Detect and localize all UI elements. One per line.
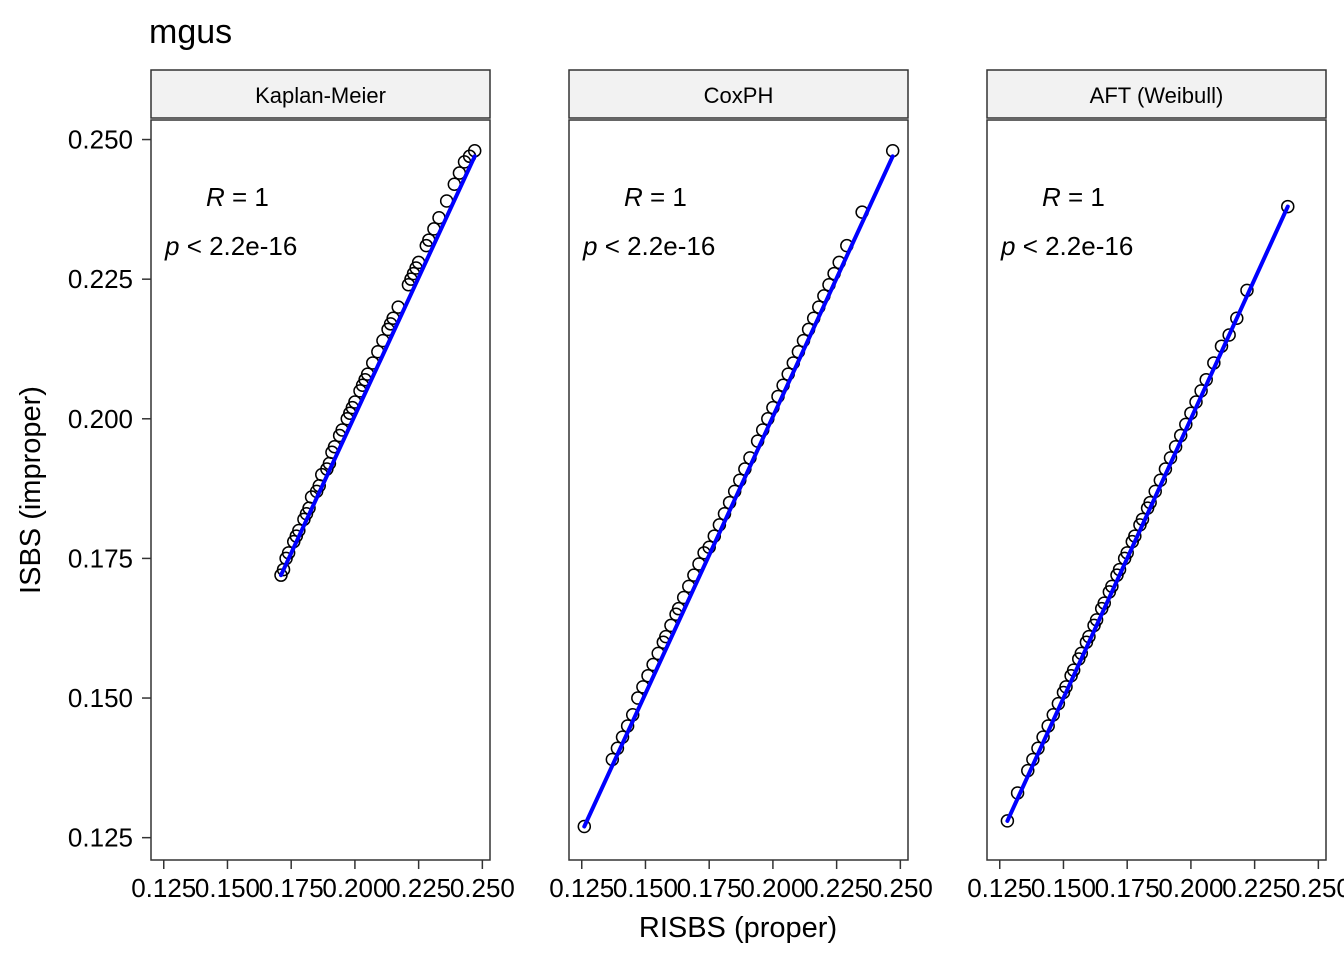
p-value: < 2.2e-16	[1015, 231, 1133, 261]
panel-border	[986, 119, 1327, 861]
x-tick-label: 0.175	[259, 873, 324, 903]
data-point	[1230, 311, 1244, 326]
x-tick-label: 0.250	[1286, 873, 1344, 903]
facet-strip	[150, 69, 491, 119]
x-tick-label: 0.175	[677, 873, 742, 903]
x-tick-label: 0.200	[322, 873, 387, 903]
x-tick-label: 0.200	[740, 873, 805, 903]
x-tick-label: 0.150	[613, 873, 678, 903]
chart-title: mgus	[149, 13, 232, 51]
regression-line	[1005, 204, 1290, 823]
p-value-label: p < 2.2e-16	[1000, 231, 1133, 261]
y-tick-label: 0.175	[68, 543, 133, 573]
x-tick-label: 0.150	[1031, 873, 1096, 903]
r-symbol: R	[624, 182, 643, 212]
p-value: < 2.2e-16	[179, 231, 297, 261]
data-point	[1281, 199, 1295, 214]
y-axis-label: ISBS (improper)	[15, 386, 47, 594]
data-point	[1000, 814, 1015, 828]
y-tick-label: 0.250	[68, 125, 133, 155]
correlation-label: R = 1	[1042, 182, 1105, 212]
r-symbol: R	[1042, 182, 1061, 212]
r-symbol: R	[206, 182, 225, 212]
y-tick-label: 0.200	[68, 404, 133, 434]
x-tick-label: 0.250	[450, 873, 515, 903]
x-tick-label: 0.125	[131, 873, 196, 903]
x-tick-label: 0.250	[868, 873, 933, 903]
panel-border	[568, 119, 909, 861]
x-tick-label: 0.150	[195, 873, 260, 903]
data-point	[577, 819, 592, 834]
facet-panels: Kaplan-Meier0.1250.1500.1750.2000.2250.2…	[131, 69, 1344, 903]
facet-strip-label: AFT (Weibull)	[1090, 83, 1224, 108]
x-axis-label: RISBS (proper)	[639, 912, 837, 944]
facet-panel-3: AFT (Weibull) 0.1250.1500.1750.2000.2250.…	[967, 69, 1344, 903]
data-point	[1222, 328, 1236, 342]
y-tick-label: 0.125	[68, 823, 133, 853]
x-tick-label: 0.200	[1158, 873, 1223, 903]
facet-strip-label: Kaplan-Meier	[255, 83, 386, 108]
regression-line	[582, 154, 895, 829]
x-tick-label: 0.225	[386, 873, 451, 903]
r-value: = 1	[1061, 182, 1105, 212]
panel-border	[150, 119, 491, 861]
correlation-label: R = 1	[206, 182, 269, 212]
regression-line	[278, 154, 477, 578]
p-symbol: p	[164, 231, 179, 261]
y-axis: 0.125 0.150 0.175 0.200 0.225 0.250	[68, 125, 151, 853]
facet-strip-label: CoxPH	[704, 83, 774, 108]
x-tick-label: 0.125	[549, 873, 614, 903]
p-value-label: p < 2.2e-16	[582, 231, 715, 261]
y-tick-label: 0.150	[68, 683, 133, 713]
r-value: = 1	[643, 182, 687, 212]
y-tick-label: 0.225	[68, 264, 133, 294]
x-tick-label: 0.225	[1222, 873, 1287, 903]
p-value: < 2.2e-16	[597, 231, 715, 261]
p-symbol: p	[582, 231, 597, 261]
x-tick-label: 0.175	[1095, 873, 1160, 903]
p-value-label: p < 2.2e-16	[164, 231, 297, 261]
x-tick-label: 0.125	[967, 873, 1032, 903]
facet-strip	[568, 69, 909, 119]
facet-panel-1: Kaplan-Meier 0.1250.1500.1750.2000.2250.2…	[131, 69, 515, 903]
r-value: = 1	[225, 182, 269, 212]
facet-strip	[986, 69, 1327, 119]
correlation-label: R = 1	[624, 182, 687, 212]
p-symbol: p	[1000, 231, 1015, 261]
x-tick-label: 0.225	[804, 873, 869, 903]
